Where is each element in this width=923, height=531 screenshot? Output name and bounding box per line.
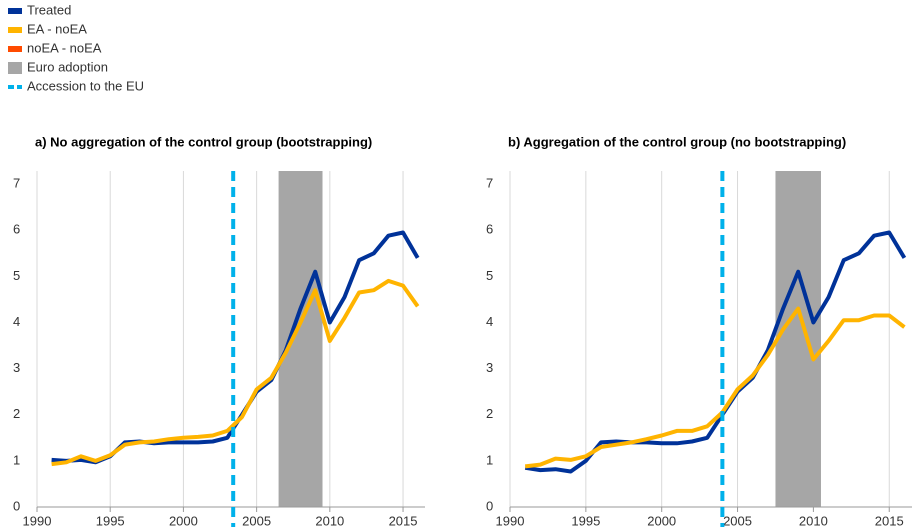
x-tick-label: 2000 [647, 513, 676, 528]
x-tick-label: 2015 [875, 513, 904, 528]
legend-swatch [8, 62, 22, 74]
x-tick-label: 2005 [242, 513, 271, 528]
x-tick-label: 1995 [96, 513, 125, 528]
euro-adoption-band [775, 171, 821, 507]
y-tick-label: 4 [486, 314, 493, 329]
x-tick-label: 1995 [571, 513, 600, 528]
x-tick-label: 2000 [169, 513, 198, 528]
y-tick-label: 7 [486, 176, 493, 191]
y-tick-label: 3 [13, 360, 20, 375]
chart-title: a) No aggregation of the control group (… [35, 134, 372, 149]
euro-adoption-band [278, 171, 323, 507]
x-tick-label: 1990 [496, 513, 525, 528]
y-tick-label: 0 [486, 498, 493, 513]
y-tick-label: 2 [486, 406, 493, 421]
chart-title: b) Aggregation of the control group (no … [508, 134, 846, 149]
x-tick-label: 1990 [23, 513, 52, 528]
series-line [524, 306, 906, 469]
series-line [524, 230, 907, 474]
series-line [51, 278, 420, 467]
y-tick-label: 6 [486, 222, 493, 237]
y-tick-label: 4 [13, 314, 20, 329]
y-tick-label: 0 [13, 498, 20, 513]
y-tick-label: 6 [13, 222, 20, 237]
x-tick-label: 2015 [389, 513, 418, 528]
y-tick-label: 5 [486, 268, 493, 283]
x-tick-label: 2010 [315, 513, 344, 528]
legend-label: Accession to the EU [27, 78, 144, 93]
legend-swatch [8, 27, 22, 33]
y-tick-label: 2 [13, 406, 20, 421]
legend-label: noEA - noEA [27, 40, 102, 55]
y-tick-label: 1 [13, 452, 20, 467]
y-tick-label: 5 [13, 268, 20, 283]
x-tick-label: 2010 [799, 513, 828, 528]
y-tick-label: 7 [13, 176, 20, 191]
y-tick-label: 1 [486, 452, 493, 467]
x-tick-label: 2005 [723, 513, 752, 528]
y-tick-label: 3 [486, 360, 493, 375]
legend-swatch [8, 8, 22, 14]
legend-label: Euro adoption [27, 59, 108, 74]
legend-label: EA - noEA [27, 21, 87, 36]
legend-label: Treated [27, 2, 71, 17]
legend-swatch [8, 46, 22, 52]
